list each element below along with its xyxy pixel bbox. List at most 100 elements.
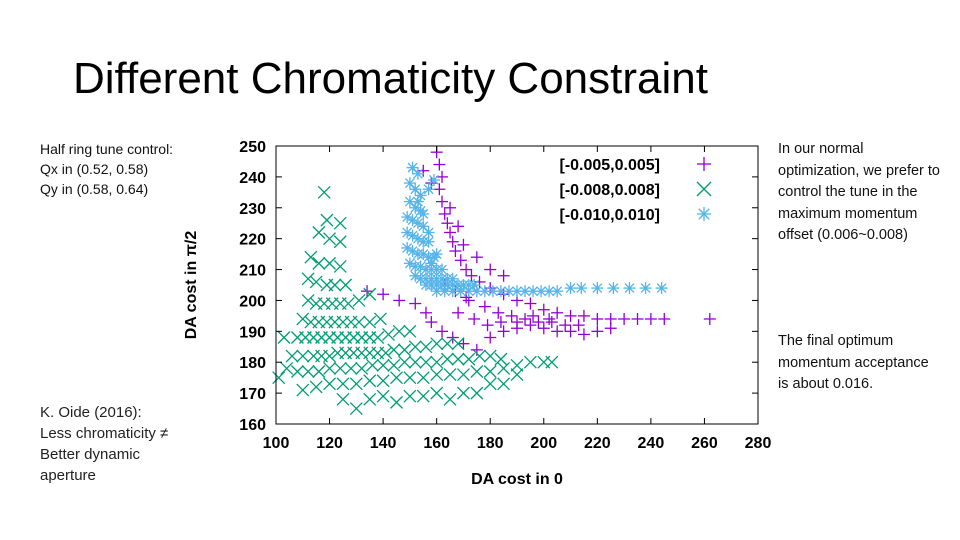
oide-line-1: K. Oide (2016): bbox=[40, 404, 142, 421]
x-tick-label: 240 bbox=[638, 435, 665, 452]
data-point bbox=[440, 337, 454, 351]
data-point bbox=[419, 340, 433, 354]
data-point bbox=[363, 315, 377, 329]
data-point bbox=[433, 183, 446, 196]
data-point bbox=[494, 285, 507, 298]
data-point bbox=[277, 331, 291, 344]
x-tick-label: 160 bbox=[423, 435, 450, 452]
data-point bbox=[403, 371, 417, 385]
data-point bbox=[328, 278, 342, 292]
data-point bbox=[312, 365, 326, 378]
y-tick-label: 220 bbox=[239, 232, 266, 249]
data-point bbox=[352, 293, 366, 307]
series-cross bbox=[272, 185, 559, 416]
data-point bbox=[591, 282, 604, 295]
x-tick-label: 260 bbox=[691, 435, 718, 452]
data-point bbox=[398, 355, 411, 369]
data-point bbox=[483, 365, 497, 378]
x-tick-label: 100 bbox=[263, 435, 290, 452]
data-point bbox=[339, 278, 353, 292]
qx-range: Qx in (0.52, 0.58) bbox=[40, 161, 149, 177]
data-point bbox=[304, 250, 318, 264]
data-point bbox=[309, 275, 323, 289]
data-point bbox=[484, 263, 497, 276]
data-point bbox=[301, 293, 315, 307]
data-point bbox=[323, 232, 337, 246]
data-point bbox=[349, 402, 363, 416]
momentum-acceptance-note: The final optimum momentum acceptance is… bbox=[778, 333, 929, 392]
data-point bbox=[440, 352, 454, 366]
data-point bbox=[309, 380, 323, 394]
data-point bbox=[468, 312, 481, 325]
data-point bbox=[336, 377, 350, 391]
data-point bbox=[376, 389, 390, 403]
data-point bbox=[465, 269, 478, 282]
data-point bbox=[494, 316, 507, 329]
y-tick-label: 210 bbox=[239, 263, 266, 280]
data-point bbox=[430, 355, 444, 369]
data-point bbox=[478, 285, 491, 298]
data-point bbox=[564, 325, 577, 338]
data-point bbox=[572, 319, 585, 332]
x-tick-label: 220 bbox=[584, 435, 611, 452]
data-point bbox=[470, 251, 483, 264]
data-point bbox=[363, 374, 377, 388]
data-point bbox=[344, 361, 358, 375]
data-point bbox=[559, 319, 572, 332]
data-point bbox=[336, 392, 350, 406]
data-point bbox=[470, 386, 484, 400]
data-point bbox=[543, 312, 556, 325]
data-point bbox=[532, 316, 545, 329]
data-point bbox=[333, 260, 347, 273]
data-point bbox=[376, 358, 390, 372]
data-point bbox=[409, 183, 422, 196]
data-point bbox=[456, 368, 470, 382]
y-tick-label: 190 bbox=[239, 324, 266, 341]
data-point bbox=[623, 282, 636, 295]
data-point bbox=[323, 377, 337, 391]
y-axis-label: DA cost in π/2 bbox=[183, 231, 200, 340]
data-point bbox=[392, 324, 406, 338]
data-point bbox=[510, 368, 524, 382]
data-point bbox=[411, 217, 424, 230]
data-point bbox=[462, 285, 475, 298]
data-point bbox=[607, 282, 620, 295]
data-point bbox=[523, 355, 537, 369]
data-point bbox=[483, 377, 497, 391]
data-point bbox=[296, 349, 310, 363]
data-point bbox=[564, 309, 577, 322]
data-point bbox=[537, 322, 550, 335]
data-point bbox=[492, 306, 505, 319]
y-tick-label: 180 bbox=[239, 355, 266, 372]
data-point bbox=[390, 395, 403, 409]
data-point bbox=[416, 371, 430, 385]
data-point bbox=[454, 254, 467, 267]
data-point bbox=[644, 312, 657, 325]
data-point bbox=[296, 383, 310, 397]
data-point bbox=[591, 312, 604, 325]
data-point bbox=[483, 349, 497, 363]
data-point bbox=[481, 319, 494, 332]
data-point bbox=[497, 361, 511, 375]
oide-line-2: Less chromaticity ≠ bbox=[40, 425, 169, 442]
data-point bbox=[285, 349, 299, 363]
y-tick-label: 240 bbox=[239, 170, 266, 187]
data-point bbox=[290, 365, 304, 378]
x-tick-label: 280 bbox=[745, 435, 772, 452]
data-point bbox=[452, 306, 465, 319]
data-point bbox=[639, 282, 652, 295]
oide-line-3: Better dynamic bbox=[40, 446, 141, 463]
data-point bbox=[658, 312, 671, 325]
axis-ticks: 100 120 140 160 180 200 220 240 260 280 160 170 180 1… bbox=[239, 139, 771, 452]
data-point bbox=[422, 183, 435, 196]
x-tick-label: 140 bbox=[370, 435, 397, 452]
data-point bbox=[457, 238, 470, 251]
data-point bbox=[551, 306, 564, 319]
data-point bbox=[408, 340, 422, 354]
data-point bbox=[320, 213, 334, 227]
data-point bbox=[427, 173, 440, 186]
data-point bbox=[473, 275, 486, 288]
data-point bbox=[478, 300, 491, 313]
data-point bbox=[703, 312, 716, 325]
series-star bbox=[401, 161, 668, 298]
